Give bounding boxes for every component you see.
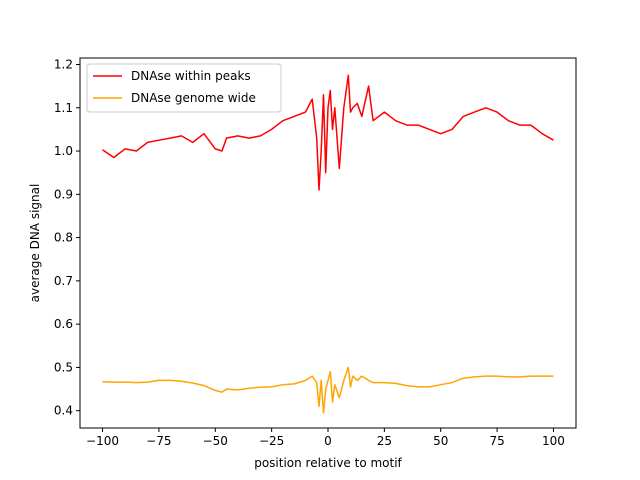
x-tick-label: 25	[377, 434, 392, 448]
series-layer	[102, 74, 554, 414]
y-tick-label: 0.6	[54, 317, 73, 331]
series-line-within-peaks	[102, 74, 554, 191]
y-tick-label: 1.2	[54, 57, 73, 71]
x-tick-label: −75	[146, 434, 171, 448]
y-tick-label: 0.4	[54, 404, 73, 418]
x-tick-label: 50	[433, 434, 448, 448]
y-tick-label: 0.7	[54, 274, 73, 288]
y-tick-label: 1.0	[54, 144, 73, 158]
y-tick-label: 0.5	[54, 360, 73, 374]
x-tick-label: −50	[203, 434, 228, 448]
y-tick-label: 1.1	[54, 101, 73, 115]
legend-label-within-peaks: DNAse within peaks	[131, 69, 251, 83]
x-axis-label: position relative to motif	[254, 456, 402, 470]
y-tick-label: 0.8	[54, 231, 73, 245]
x-tick-label: 100	[542, 434, 565, 448]
x-tick-label: −100	[86, 434, 119, 448]
y-axis-label: average DNA signal	[28, 184, 42, 303]
y-axis: 0.4 0.5 0.6 0.7 0.8 0.9 1.0 1.1 1.2	[54, 57, 80, 418]
y-tick-label: 0.9	[54, 187, 73, 201]
series-line-genome-wide	[102, 366, 554, 414]
x-tick-label: 75	[489, 434, 504, 448]
x-tick-label: −25	[259, 434, 284, 448]
legend-box	[86, 63, 282, 113]
x-axis: −100 −75 −50 −25 0 25 50 75 100	[86, 428, 565, 448]
x-tick-label: 0	[324, 434, 332, 448]
legend-label-genome-wide: DNAse genome wide	[131, 91, 256, 105]
legend: DNAse within peaks DNAse genome wide	[86, 63, 282, 113]
